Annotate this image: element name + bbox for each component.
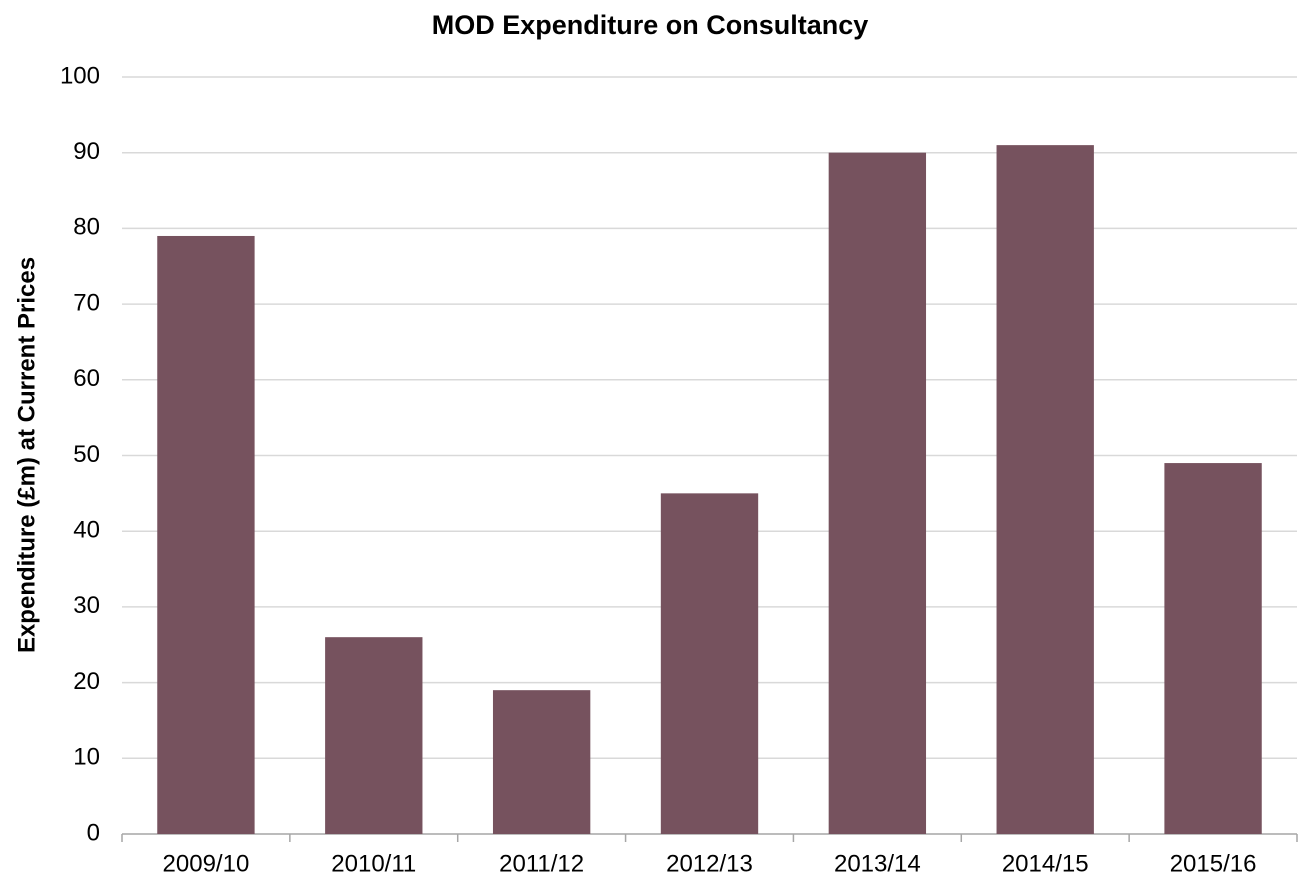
y-tick-label: 10: [73, 744, 100, 771]
y-tick-label: 100: [60, 62, 100, 89]
x-tick-label: 2010/11: [331, 850, 416, 877]
bar: [660, 493, 759, 834]
y-tick-label: 50: [73, 441, 100, 468]
y-tick-label: 60: [73, 365, 100, 392]
chart-title: MOD Expenditure on Consultancy: [432, 10, 869, 40]
y-tick-label: 90: [73, 138, 100, 165]
x-tick-label: 2012/13: [666, 850, 753, 877]
bar: [1164, 463, 1262, 834]
y-tick-label: 80: [73, 214, 100, 241]
x-tick-label: 2011/12: [499, 850, 584, 877]
y-axis-label: Expenditure (£m) at Current Prices: [13, 257, 40, 653]
y-tick-label: 0: [87, 819, 100, 846]
bar: [996, 145, 1094, 834]
x-tick-label: 2014/15: [1002, 850, 1089, 877]
y-tick-label: 70: [73, 289, 100, 316]
x-tick-label: 2009/10: [163, 850, 250, 877]
bar: [828, 152, 927, 834]
bar: [157, 235, 255, 835]
bar: [492, 690, 591, 834]
bar: [325, 637, 423, 834]
y-tick-label: 30: [73, 592, 100, 619]
y-tick-label: 40: [73, 517, 100, 544]
x-tick-label: 2013/14: [834, 850, 921, 877]
x-tick-label: 2015/16: [1170, 850, 1257, 877]
y-tick-label: 20: [73, 668, 100, 695]
